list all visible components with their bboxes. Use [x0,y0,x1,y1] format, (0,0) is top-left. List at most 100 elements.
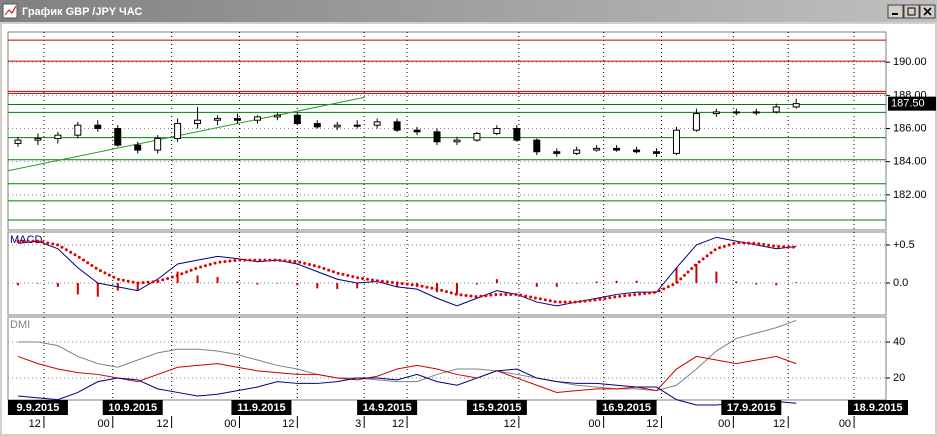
histogram-bar [555,283,558,287]
histogram-bar [316,283,319,289]
x-tick-label: 00 [224,418,236,430]
candle-body [433,131,441,143]
x-tick-label: 12 [392,418,404,430]
x-tick-label: 12 [646,418,658,430]
candle-body [174,123,182,139]
candle-body [672,129,680,154]
y-tick-label: 190.00 [893,56,927,68]
date-label: 10.9.2015 [108,402,157,414]
y-tick-label: 20 [893,372,905,384]
candle-body [732,111,740,114]
x-tick-label: 00 [839,418,851,430]
date-box [231,400,292,415]
histogram-bar [515,283,518,284]
panel-frame [7,231,887,316]
date-box [466,400,527,415]
histogram-bar [755,283,758,285]
candle-body [333,124,341,128]
y-tick-label: 0.0 [893,277,908,289]
histogram-bar [735,281,738,284]
histogram-bar [396,283,399,287]
histogram-bar [795,282,798,284]
date-label: 18.9.2015 [854,402,903,414]
y-tick-label: 184.00 [893,156,927,168]
histogram-bar [615,280,618,284]
candle-body [313,123,321,128]
indicator-line [17,319,797,392]
candle-body [94,124,102,130]
candle-body [373,121,381,126]
candle-body [134,144,142,151]
candle-body [453,139,461,143]
histogram-bar [655,283,658,284]
date-label: 9.9.2015 [17,402,60,414]
maximize-button[interactable] [903,4,920,19]
indicator-line [17,368,797,406]
panel-label: DMI [10,319,30,331]
candle-body [14,139,22,144]
histogram-bar [256,283,259,285]
histogram-bar [775,283,778,286]
histogram-bar [36,283,39,284]
histogram-bar [695,263,698,284]
x-tick-label: 00 [718,418,730,430]
y-tick-label: 40 [893,336,905,348]
histogram-bar [455,283,458,295]
x-tick-label: 00 [98,418,110,430]
y-tick-label: +0.5 [893,239,915,251]
chart-area [2,24,935,434]
histogram-bar [196,275,199,284]
date-box [7,400,68,415]
histogram-bar [595,281,598,284]
signal-line [16,239,798,304]
histogram-bar [376,283,379,284]
panel-frame [7,31,887,231]
x-tick-label: 12 [156,418,168,430]
window-buttons [887,4,936,19]
x-tick-label: 12 [504,418,516,430]
candle-body [533,139,541,153]
histogram-bar [136,283,139,291]
date-label: 15.9.2015 [472,402,521,414]
candle-body [772,106,780,113]
candle-body [413,129,421,133]
histogram-bar [296,283,299,286]
histogram-bar [16,283,19,286]
candle-body [273,114,281,118]
y-tick-label: 182.00 [893,189,927,201]
close-glyph [923,7,932,16]
date-label: 14.9.2015 [363,402,412,414]
date-box [596,400,657,415]
candle-body [54,134,62,139]
x-tick-label: 12 [773,418,785,430]
title-bar [0,0,937,22]
candle-body [154,137,162,151]
date-label: 11.9.2015 [237,402,285,414]
histogram-bar [575,283,578,284]
candle-body [353,124,361,127]
date-label: 16.9.2015 [602,402,651,414]
minimize-button[interactable] [887,4,904,19]
histogram-bar [236,281,239,284]
histogram-bar [635,280,638,284]
histogram-bar [56,283,59,287]
candle-body [253,116,261,121]
date-box [848,400,909,415]
candle-body [653,151,661,154]
histogram-bar [475,283,478,285]
indicator-line [17,236,797,307]
candle-body [114,128,122,146]
histogram-bar [96,283,99,297]
candle-body [752,111,760,114]
histogram-bar [276,283,279,284]
maximize-glyph [907,7,916,16]
candle-body [393,121,401,131]
candle-body [513,128,521,141]
last-price-label: 187.50 [891,98,925,110]
candle-body [493,128,501,134]
date-box [102,400,163,415]
candle-body [553,151,561,154]
x-tick-label: 3 [355,418,361,430]
